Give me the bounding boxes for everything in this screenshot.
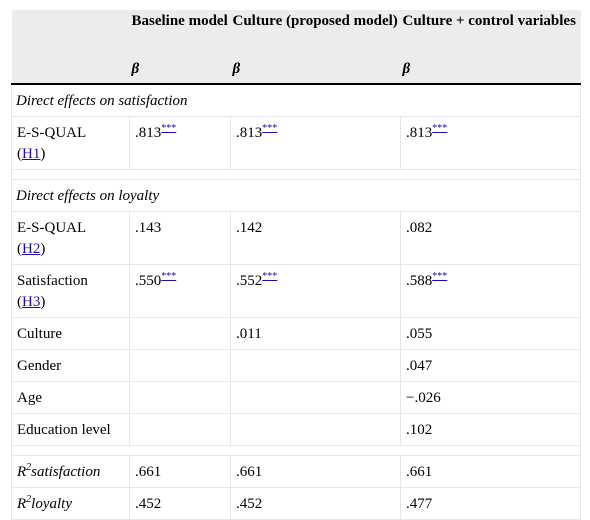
regression-results-table: Baseline model Culture (proposed model) … [11, 10, 581, 520]
table-row-esqual-loyalty: E-S-QUAL (H2) .143 .142 .082 [11, 211, 581, 265]
row-label-cell: E-S-QUAL (H2) [11, 211, 130, 265]
value-cell: .477 [400, 487, 581, 520]
section-title-satisfaction: Direct effects on satisfaction [11, 83, 581, 117]
row-label: Education level [11, 413, 130, 446]
header-beta-row: β β β [11, 58, 581, 85]
row-label: Gender [11, 349, 130, 382]
value-cell: .452 [129, 487, 231, 520]
value: .588 [406, 273, 433, 289]
hypothesis-link-h2[interactable]: H2 [22, 241, 41, 257]
results-table-container: Baseline model Culture (proposed model) … [11, 10, 581, 520]
row-label: Culture [11, 317, 130, 350]
hypothesis-link-h1[interactable]: H1 [22, 146, 41, 162]
spacer-row [11, 445, 581, 456]
row-label: Satisfaction [17, 273, 88, 289]
header-beta-empty [11, 58, 130, 85]
section-title-loyalty: Direct effects on loyalty [11, 179, 581, 212]
value-cell: .661 [129, 455, 231, 488]
value-cell: .813*** [400, 116, 581, 170]
value-cell: .143 [129, 211, 231, 265]
row-label-cell: E-S-QUAL (H1) [11, 116, 130, 170]
value-cell [129, 381, 231, 414]
value: .813 [135, 125, 162, 141]
value-cell: .452 [230, 487, 401, 520]
header-baseline-model: Baseline model [129, 10, 231, 58]
significance-link[interactable]: *** [432, 123, 448, 134]
value-cell: .552*** [230, 264, 401, 318]
paren-close: ) [40, 294, 46, 310]
value-cell: −.026 [400, 381, 581, 414]
value: .550 [135, 273, 162, 289]
value-cell [129, 413, 231, 446]
value-cell: .813*** [129, 116, 231, 170]
paren-close: ) [40, 241, 46, 257]
value-cell: .661 [230, 455, 401, 488]
paren-open: ( [17, 146, 22, 162]
r2-superscript: 2 [26, 494, 32, 505]
section-row-satisfaction: Direct effects on satisfaction [11, 83, 581, 117]
r2-satisfaction-label: R2satisfaction [11, 455, 130, 488]
value: .552 [236, 273, 263, 289]
header-beta-control: β [400, 58, 581, 85]
r2-superscript: 2 [26, 462, 32, 473]
value-cell: .047 [400, 349, 581, 382]
value-cell: .661 [400, 455, 581, 488]
row-label: E-S-QUAL [17, 125, 87, 141]
table-row-satisfaction: Satisfaction (H3) .550*** .552*** .588*** [11, 264, 581, 318]
significance-link[interactable]: *** [432, 271, 448, 282]
value-cell [230, 413, 401, 446]
header-beta-baseline: β [129, 58, 231, 85]
value-cell: .102 [400, 413, 581, 446]
table-row-r2-loyalty: R2loyalty .452 .452 .477 [11, 487, 581, 520]
table-row-gender: Gender .047 [11, 349, 581, 382]
row-label: E-S-QUAL [17, 220, 87, 236]
significance-link[interactable]: *** [262, 271, 278, 282]
spacer-cell [11, 169, 581, 180]
paren-open: ( [17, 294, 22, 310]
header-empty-cell [11, 10, 130, 58]
hypothesis-link-h3[interactable]: H3 [22, 294, 41, 310]
value-cell: .813*** [230, 116, 401, 170]
header-culture-control-model: Culture + control variables [400, 10, 581, 58]
significance-link[interactable]: *** [161, 123, 177, 134]
value-cell [129, 349, 231, 382]
r2-symbol: R [17, 496, 27, 512]
value-cell: .011 [230, 317, 401, 350]
spacer-row [11, 169, 581, 180]
paren-open: ( [17, 241, 22, 257]
significance-link[interactable]: *** [262, 123, 278, 134]
r2-symbol: R [17, 464, 27, 480]
table-row-r2-satisfaction: R2satisfaction .661 .661 .661 [11, 455, 581, 488]
paren-close: ) [40, 146, 46, 162]
header-culture-model: Culture (proposed model) [230, 10, 401, 58]
r2-label: satisfaction [31, 464, 101, 480]
value: .813 [406, 125, 433, 141]
header-row: Baseline model Culture (proposed model) … [11, 10, 581, 58]
significance-link[interactable]: *** [161, 271, 177, 282]
value-cell: .082 [400, 211, 581, 265]
row-label: Age [11, 381, 130, 414]
table-row-esqual-satisfaction: E-S-QUAL (H1) .813*** .813*** .813*** [11, 116, 581, 170]
value-cell [230, 381, 401, 414]
value-cell: .142 [230, 211, 401, 265]
header-beta-culture: β [230, 58, 401, 85]
r2-loyalty-label: R2loyalty [11, 487, 130, 520]
value-cell [129, 317, 231, 350]
value: .813 [236, 125, 263, 141]
table-row-education: Education level .102 [11, 413, 581, 446]
spacer-cell [11, 445, 581, 456]
row-label-cell: Satisfaction (H3) [11, 264, 130, 318]
value-cell [230, 349, 401, 382]
table-row-age: Age −.026 [11, 381, 581, 414]
table-row-culture: Culture .011 .055 [11, 317, 581, 350]
value-cell: .550*** [129, 264, 231, 318]
section-row-loyalty: Direct effects on loyalty [11, 179, 581, 212]
r2-label: loyalty [31, 496, 72, 512]
value-cell: .588*** [400, 264, 581, 318]
value-cell: .055 [400, 317, 581, 350]
